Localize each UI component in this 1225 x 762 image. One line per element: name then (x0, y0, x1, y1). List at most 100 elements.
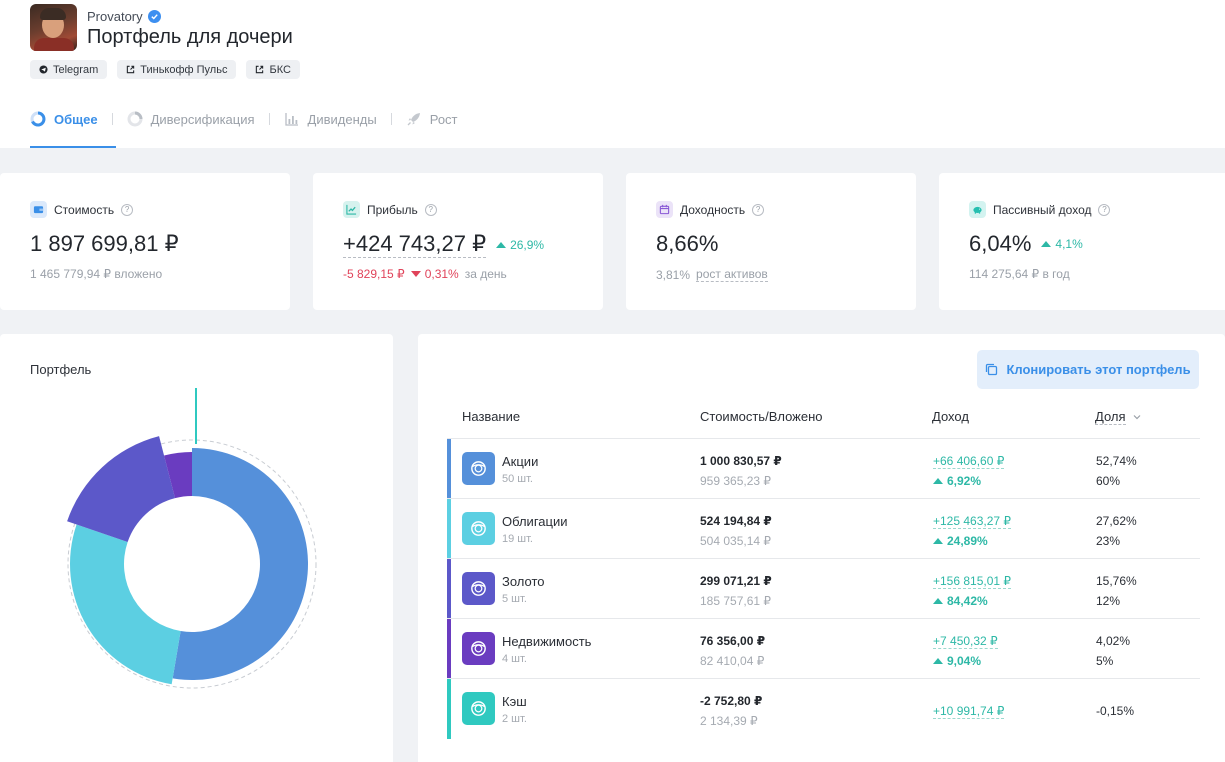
asset-target-share: 60% (1096, 474, 1121, 488)
asset-income-pct: 9,04% (933, 654, 981, 668)
tab-diversification[interactable]: Диверсификация (127, 108, 255, 130)
stat-label-text: Стоимость (54, 202, 115, 217)
portfolio-value: 1 897 699,81 ₽ (30, 231, 179, 256)
row-color-bar (447, 439, 451, 499)
asset-name: Облигации (502, 514, 568, 529)
stat-sub: -5 829,15 ₽ 0,31% за день (343, 267, 507, 281)
stat-value: 6,04% 4,1% (969, 231, 1083, 257)
stat-label: Пассивный доход ? (969, 201, 1111, 218)
income-pct-value: 6,92% (947, 474, 982, 488)
link-label: Telegram (53, 63, 99, 76)
profit-delta-value: 26,9% (510, 237, 545, 252)
calendar-icon (656, 201, 673, 218)
chart-title: Портфель (30, 362, 92, 377)
tab-label: Диверсификация (150, 111, 255, 127)
wallet-icon (30, 201, 47, 218)
asset-class-icon (462, 692, 495, 725)
day-change: 0,31% (410, 267, 459, 281)
asset-income-pct: 84,42% (933, 594, 988, 608)
stat-label-text: Прибыль (367, 202, 418, 217)
asset-income[interactable]: +125 463,27 ₽ (933, 514, 1012, 529)
copy-icon (986, 363, 998, 376)
help-icon[interactable]: ? (752, 203, 765, 216)
donut-slice-2[interactable] (69, 524, 181, 685)
sort-down-icon[interactable] (1132, 412, 1142, 422)
link-bks[interactable]: БКС (246, 60, 300, 79)
portfolio-tabs: Общее Диверсификация Дивиденды Рост (30, 108, 458, 130)
external-link-icon (127, 65, 135, 74)
asset-value: 524 194,84 ₽ (700, 514, 772, 528)
asset-share: 27,62% (1096, 514, 1137, 528)
passive-amount: 6,04% (969, 231, 1032, 256)
stat-card-yield: Доходность ? 8,66% 3,81% рост активов (626, 173, 916, 310)
asset-income[interactable]: +7 450,32 ₽ (933, 634, 998, 649)
donut-slice-4[interactable] (164, 452, 192, 499)
link-tinkoff-pulse[interactable]: Тинькофф Пульс (117, 60, 237, 79)
tab-general[interactable]: Общее (30, 108, 98, 130)
clone-button-label: Клонировать этот портфель (1006, 362, 1191, 377)
row-color-bar (447, 679, 451, 739)
table-row[interactable]: Акции 50 шт. 1 000 830,57 ₽ 959 365,23 ₽… (447, 438, 1200, 499)
link-telegram[interactable]: Telegram (30, 60, 108, 79)
stat-card-profit: Прибыль ? +424 743,27 ₽ 26,9% -5 829,15 … (313, 173, 603, 310)
help-icon[interactable]: ? (1098, 203, 1111, 216)
table-row[interactable]: Облигации 19 шт. 524 194,84 ₽ 504 035,14… (447, 498, 1200, 559)
yield-amount: 8,66% (656, 231, 719, 256)
income-pct-value: 9,04% (947, 654, 982, 668)
active-tab-indicator (30, 146, 116, 148)
help-icon[interactable]: ? (121, 203, 134, 216)
donut-slice-3[interactable] (67, 436, 176, 542)
asset-count: 5 шт. (502, 593, 527, 605)
stat-label: Доходность ? (656, 201, 765, 218)
help-icon[interactable]: ? (424, 203, 437, 216)
asset-invested: 82 410,04 ₽ (700, 654, 765, 668)
asset-target-share: 12% (1096, 594, 1121, 608)
tab-growth[interactable]: Рост (406, 108, 458, 130)
stat-label-text: Доходность (680, 202, 746, 217)
asset-income-pct: 6,92% (933, 474, 981, 488)
table-row[interactable]: Кэш 2 шт. -2 752,80 ₽ 2 134,39 ₽ +10 991… (447, 678, 1200, 739)
income-pct-value: 84,42% (947, 594, 988, 608)
col-header-share[interactable]: Доля (1095, 409, 1142, 425)
donut-chart-icon (30, 111, 46, 127)
col-header-income[interactable]: Доход (932, 409, 969, 424)
asset-income[interactable]: +10 991,74 ₽ (933, 704, 1005, 719)
table-row[interactable]: Недвижимость 4 шт. 76 356,00 ₽ 82 410,04… (447, 618, 1200, 679)
tab-divider (268, 113, 270, 125)
stat-value: 8,66% (656, 231, 718, 257)
stat-sub: 114 275,64 ₽ в год (969, 267, 1070, 281)
arrow-down-icon (410, 271, 421, 277)
asset-income[interactable]: +66 406,60 ₽ (933, 454, 1005, 469)
profit-amount[interactable]: +424 743,27 ₽ (343, 231, 487, 258)
trend-chart-icon (343, 201, 360, 218)
portfolio-donut-chart (67, 388, 317, 689)
asset-value: 1 000 830,57 ₽ (700, 454, 782, 468)
asset-class-icon (462, 632, 495, 665)
author-line: Provatory (87, 9, 161, 24)
asset-invested: 185 757,61 ₽ (700, 594, 772, 608)
asset-count: 2 шт. (502, 713, 527, 725)
header-label: Название (462, 409, 521, 424)
portfolio-header: Provatory Портфель для дочери Telegram Т… (0, 0, 1225, 148)
tab-label: Общее (54, 111, 98, 127)
col-header-value[interactable]: Стоимость/Вложено (700, 409, 823, 424)
stat-label: Прибыль ? (343, 201, 437, 218)
row-color-bar (447, 619, 451, 679)
asset-count: 4 шт. (502, 653, 527, 665)
table-row[interactable]: Золото 5 шт. 299 071,21 ₽ 185 757,61 ₽ +… (447, 558, 1200, 619)
author-name[interactable]: Provatory (87, 9, 143, 24)
rocket-icon (407, 113, 420, 126)
col-header-name[interactable]: Название (462, 409, 520, 424)
asset-growth-link[interactable]: рост активов (696, 267, 768, 282)
tab-dividends[interactable]: Дивиденды (284, 108, 377, 130)
clone-portfolio-button[interactable]: Клонировать этот портфель (977, 350, 1199, 389)
day-change-amount: -5 829,15 ₽ (343, 267, 405, 281)
asset-share: -0,15% (1096, 704, 1135, 718)
author-avatar[interactable] (30, 4, 77, 51)
profit-delta: 26,9% (496, 238, 544, 252)
verified-icon (147, 10, 161, 23)
asset-value: 299 071,21 ₽ (700, 574, 772, 588)
asset-growth-value: 3,81% (656, 267, 691, 282)
asset-income[interactable]: +156 815,01 ₽ (933, 574, 1012, 589)
donut-slice-1[interactable] (172, 448, 308, 680)
